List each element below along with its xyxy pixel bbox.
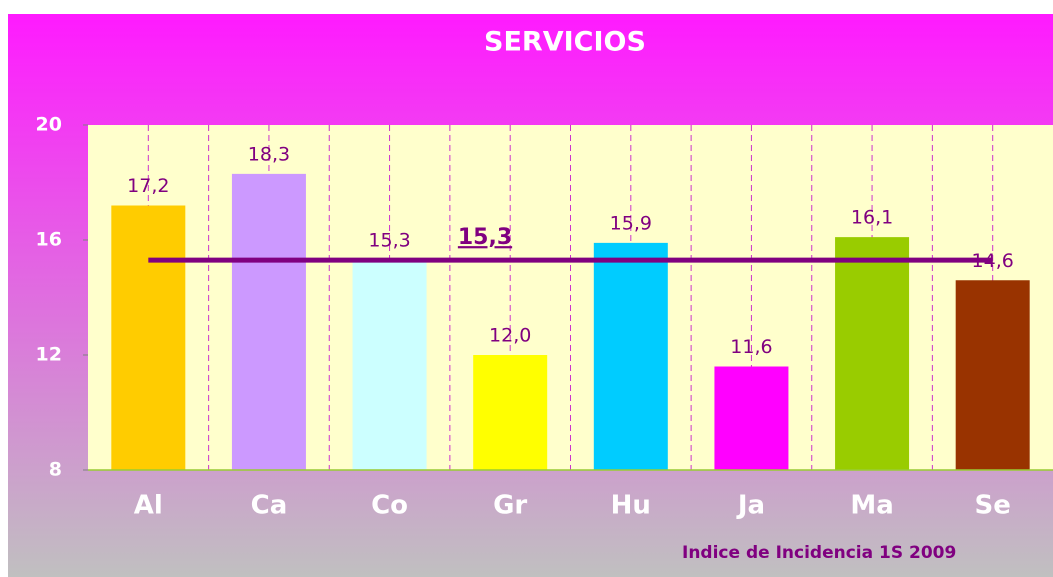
average-label: 15,3: [458, 225, 512, 250]
value-label: 15,9: [610, 212, 652, 234]
x-tick-label: Ma: [850, 491, 893, 521]
x-tick-label: Al: [134, 491, 163, 521]
y-tick-label: 8: [49, 459, 62, 481]
bar: [352, 260, 427, 470]
bar: [473, 355, 548, 470]
x-tick-label: Ja: [736, 491, 765, 521]
value-label: 12,0: [489, 325, 531, 347]
bar: [593, 242, 668, 470]
x-tick-label: Hu: [611, 491, 651, 521]
x-tick-label: Co: [371, 491, 408, 521]
x-tick-label: Ca: [251, 491, 288, 521]
bar: [231, 173, 306, 470]
bar: [111, 205, 186, 470]
value-label: 17,2: [127, 175, 169, 197]
bar: [835, 237, 910, 470]
bar: [955, 280, 1030, 470]
value-label: 11,6: [730, 336, 772, 358]
x-tick-label: Se: [975, 491, 1011, 521]
value-label: 16,1: [851, 207, 893, 229]
y-tick-label: 20: [36, 114, 62, 136]
x-tick-label: Gr: [493, 491, 527, 521]
bar: [714, 366, 789, 470]
chart-title: SERVICIOS: [484, 27, 646, 58]
value-label: 15,3: [368, 230, 410, 252]
y-tick-label: 16: [36, 229, 62, 251]
subtitle: Indice de Incidencia 1S 2009: [682, 543, 956, 563]
y-tick-label: 12: [36, 344, 62, 366]
value-label: 18,3: [248, 143, 290, 165]
